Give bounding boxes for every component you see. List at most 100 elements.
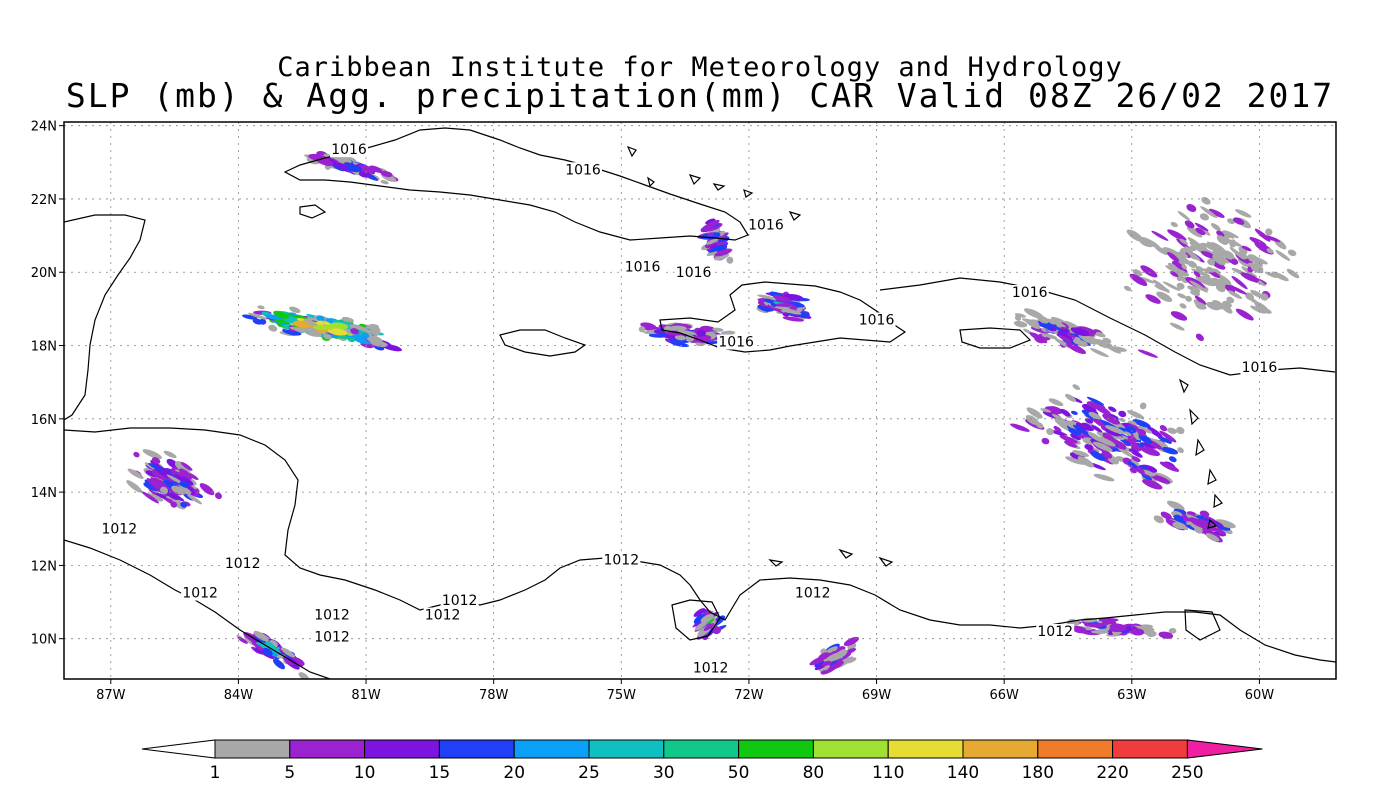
colorbar-label: 140 bbox=[947, 763, 979, 783]
precip-cell bbox=[677, 329, 696, 335]
precip-cell bbox=[1200, 250, 1216, 259]
colorbar-label: 5 bbox=[284, 763, 295, 783]
precip-cell bbox=[1158, 631, 1174, 639]
precip-cell bbox=[142, 449, 163, 459]
precip-cell bbox=[1177, 293, 1187, 299]
precip-cell bbox=[821, 660, 832, 667]
precip-cell bbox=[1090, 630, 1109, 634]
precip-cell bbox=[1227, 218, 1236, 225]
precip-cell bbox=[700, 614, 714, 623]
precip-cell bbox=[1151, 230, 1169, 241]
precip-cell bbox=[693, 614, 706, 625]
colorbar-segment bbox=[588, 739, 665, 759]
precip-cell bbox=[1287, 249, 1297, 257]
precip-cell bbox=[1127, 410, 1145, 419]
map-subtitle: SLP (mb) & Agg. precipitation(mm) CAR Va… bbox=[65, 76, 1335, 115]
precip-cell bbox=[289, 306, 301, 313]
precip-cell bbox=[1021, 318, 1040, 325]
lat-lon-grid bbox=[64, 122, 1336, 679]
coastline-lesser-antilles bbox=[1178, 378, 1223, 529]
isobar-label-background bbox=[857, 312, 896, 328]
isobar-label: 1012 bbox=[603, 553, 639, 569]
coastline-lake-maracaibo bbox=[671, 599, 721, 641]
precip-cell bbox=[1051, 413, 1068, 424]
precip-cell bbox=[282, 328, 302, 336]
precip-cell bbox=[1194, 526, 1203, 534]
precip-cell bbox=[1187, 285, 1201, 293]
precip-cell bbox=[836, 658, 843, 664]
precip-cell bbox=[1119, 438, 1133, 447]
precip-cell bbox=[146, 493, 164, 502]
tick-label-lon: 66W bbox=[989, 688, 1019, 703]
precip-cell bbox=[1199, 213, 1209, 221]
precip-cell bbox=[1212, 254, 1226, 266]
precip-cell bbox=[1168, 627, 1177, 634]
precip-cell bbox=[361, 332, 370, 339]
precip-cell bbox=[1201, 275, 1219, 285]
precip-cell bbox=[1162, 281, 1181, 292]
precip-cell bbox=[163, 450, 177, 459]
precip-cell bbox=[1142, 469, 1156, 477]
precip-cell bbox=[1086, 396, 1105, 406]
precip-cell bbox=[782, 316, 804, 322]
precip-cell bbox=[252, 318, 263, 325]
isobar-label: 1012 bbox=[225, 556, 261, 572]
colorbar-label: 250 bbox=[1171, 763, 1203, 783]
precip-cell bbox=[1072, 450, 1090, 457]
precip-cell bbox=[1286, 268, 1300, 279]
precip-cell bbox=[1130, 442, 1142, 452]
precip-cell bbox=[1247, 254, 1259, 263]
isobar-label: 1012 bbox=[182, 586, 218, 602]
precip-cell bbox=[180, 462, 193, 471]
precip-cell bbox=[1170, 221, 1178, 228]
precip-cell bbox=[1225, 284, 1236, 294]
isobar-label-background bbox=[717, 334, 756, 350]
precip-cell bbox=[280, 647, 296, 658]
precip-cell bbox=[1265, 228, 1273, 236]
precip-cell bbox=[1109, 626, 1127, 633]
precip-cell bbox=[696, 329, 707, 337]
colorbar-label: 1 bbox=[210, 763, 221, 783]
precip-cell bbox=[1159, 425, 1168, 432]
precip-cell bbox=[1088, 411, 1101, 420]
precip-cell bbox=[1077, 456, 1095, 468]
isobar-label-background bbox=[793, 585, 832, 601]
precip-cell bbox=[1091, 425, 1103, 433]
precip-cell bbox=[707, 232, 714, 237]
isobar-label: 1016 bbox=[1012, 285, 1048, 301]
precip-cell bbox=[1123, 285, 1132, 292]
precip-cell bbox=[1167, 229, 1187, 241]
precip-cell bbox=[262, 647, 273, 657]
isobar-label-background bbox=[674, 264, 713, 280]
precip-cell bbox=[1098, 618, 1119, 623]
colorbar-high-arrow bbox=[1186, 739, 1263, 759]
tick-label-lon: 84W bbox=[224, 688, 254, 703]
precip-cell bbox=[1108, 406, 1117, 413]
precip-cell bbox=[1176, 426, 1185, 435]
precip-cell bbox=[127, 468, 144, 479]
precip-cell bbox=[1209, 270, 1221, 278]
precip-cell bbox=[1151, 439, 1169, 449]
isobar-label-background bbox=[1240, 360, 1279, 376]
precip-cell bbox=[1195, 275, 1216, 287]
precip-cell bbox=[720, 330, 736, 336]
isobar-label: 1016 bbox=[625, 259, 661, 275]
precip-cell bbox=[1191, 268, 1211, 278]
precip-cell bbox=[1139, 402, 1147, 410]
precip-cell bbox=[292, 320, 310, 328]
precip-cell bbox=[170, 501, 178, 508]
precip-cell bbox=[1199, 510, 1210, 518]
tick-label-lon: 81W bbox=[351, 688, 381, 703]
precip-cell bbox=[180, 501, 188, 508]
precip-cell bbox=[1212, 261, 1226, 270]
precip-cell bbox=[1205, 533, 1220, 542]
isobar-label: 1012 bbox=[101, 521, 137, 537]
precip-cell bbox=[1131, 456, 1141, 462]
precip-cell bbox=[1208, 208, 1225, 218]
precip-cell bbox=[289, 326, 311, 332]
precip-cell bbox=[282, 657, 294, 666]
tick-label-lat: 18N bbox=[31, 340, 57, 355]
precip-cell bbox=[1227, 290, 1243, 299]
precip-cell bbox=[151, 470, 166, 480]
